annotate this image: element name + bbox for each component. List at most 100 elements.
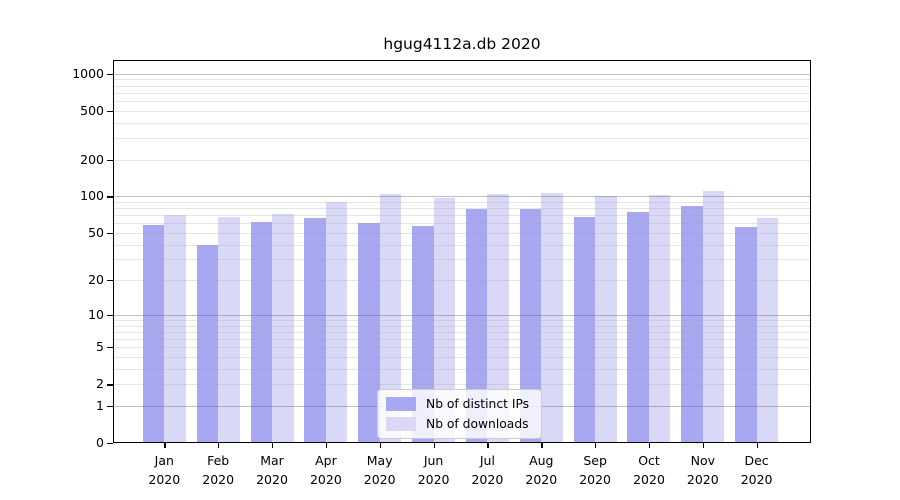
bar-distinct-ips xyxy=(735,226,757,443)
y-tick-mark xyxy=(107,232,113,235)
bar-distinct-ips xyxy=(142,225,165,443)
bar-distinct-ips xyxy=(196,244,219,443)
grid-line xyxy=(113,280,811,282)
y-tick-label: 200 xyxy=(80,151,104,167)
bar-distinct-ips xyxy=(250,221,272,443)
y-tick-mark xyxy=(107,110,113,112)
x-tick-label: Feb 2020 xyxy=(202,453,235,488)
x-tick-label: Aug 2020 xyxy=(525,453,558,488)
chart-title: hgug4112a.db 2020 xyxy=(383,35,541,53)
bar-downloads xyxy=(541,193,563,443)
x-tick-mark xyxy=(325,443,328,448)
bar-downloads xyxy=(218,217,240,443)
bar-downloads xyxy=(595,196,617,443)
y-tick-mark xyxy=(107,384,113,386)
x-tick-mark xyxy=(379,443,381,448)
grid-line xyxy=(113,215,811,217)
x-tick-label: May 2020 xyxy=(363,453,396,488)
bar-distinct-ips xyxy=(358,223,380,443)
x-tick-label: Dec 2020 xyxy=(740,453,773,488)
x-tick-label: Apr 2020 xyxy=(309,453,342,488)
grid-line xyxy=(113,201,811,203)
grid-line xyxy=(113,137,811,139)
grid-line xyxy=(113,208,811,210)
grid-line xyxy=(113,331,811,333)
x-tick-mark xyxy=(595,443,597,448)
legend-swatch-downloads xyxy=(386,417,416,431)
bar-distinct-ips xyxy=(681,206,703,443)
bar-distinct-ips xyxy=(465,209,488,443)
y-tick-mark xyxy=(107,443,113,445)
grid-line xyxy=(113,244,811,246)
x-tick-label: Jul 2020 xyxy=(471,453,504,488)
y-tick-label: 100 xyxy=(80,188,104,204)
grid-line xyxy=(113,232,811,234)
y-tick-label: 10 xyxy=(88,306,104,322)
y-tick-mark xyxy=(107,159,113,161)
x-tick-label: Oct 2020 xyxy=(633,453,665,488)
y-tick-mark xyxy=(107,347,113,349)
x-tick-label: Sep 2020 xyxy=(579,453,611,488)
grid-line xyxy=(113,85,811,87)
y-tick-mark xyxy=(107,280,113,282)
grid-line xyxy=(113,100,811,102)
bar-downloads xyxy=(756,218,779,443)
legend-label-downloads: Nb of downloads xyxy=(426,417,529,431)
x-tick-mark xyxy=(702,443,705,448)
grid-line xyxy=(113,122,811,124)
legend-entry-downloads: Nb of downloads xyxy=(386,417,529,431)
y-tick-label: 5 xyxy=(96,339,104,355)
grid-line xyxy=(113,325,811,327)
grid-line xyxy=(113,259,811,261)
y-tick-label: 0 xyxy=(96,435,104,450)
bar-distinct-ips xyxy=(627,212,649,443)
grid-line xyxy=(113,196,811,198)
legend-swatch-distinct-ips xyxy=(386,397,416,411)
bar-downloads xyxy=(272,213,294,443)
x-tick-mark xyxy=(433,443,435,448)
bar-distinct-ips xyxy=(412,225,434,443)
x-tick-mark xyxy=(541,443,543,448)
x-tick-mark xyxy=(756,443,758,448)
grid-line xyxy=(113,159,811,161)
legend-entry-distinct-ips: Nb of distinct IPs xyxy=(386,397,529,411)
x-tick-label: Nov 2020 xyxy=(686,453,719,488)
grid-line xyxy=(113,347,811,349)
grid-line xyxy=(113,92,811,94)
x-tick-mark xyxy=(487,443,489,448)
grid-line xyxy=(113,314,811,316)
grid-line xyxy=(113,110,811,112)
y-tick-label: 1 xyxy=(96,397,104,413)
y-tick-label: 1000 xyxy=(72,65,104,81)
grid-line xyxy=(113,368,811,370)
x-tick-mark xyxy=(649,443,651,448)
x-tick-label: Jun 2020 xyxy=(417,453,450,488)
bar-downloads xyxy=(487,194,509,443)
grid-line xyxy=(113,339,811,340)
y-tick-label: 50 xyxy=(88,224,104,240)
x-tick-label: Jan 2020 xyxy=(148,453,181,488)
y-tick-label: 2 xyxy=(96,376,104,392)
grid-line xyxy=(113,223,811,225)
y-tick-mark xyxy=(107,314,113,317)
grid-line xyxy=(113,384,811,386)
x-tick-mark xyxy=(164,443,166,448)
x-tick-label: Mar 2020 xyxy=(256,453,288,488)
legend-label-distinct-ips: Nb of distinct IPs xyxy=(426,397,530,411)
grid-line xyxy=(113,79,811,81)
bar-distinct-ips xyxy=(304,218,326,443)
y-tick-label: 20 xyxy=(88,272,104,288)
y-tick-mark xyxy=(107,73,113,75)
plot-area xyxy=(113,60,811,443)
bar-distinct-ips xyxy=(519,208,542,443)
bar-downloads xyxy=(379,193,402,443)
bar-downloads xyxy=(325,201,348,443)
grid-line xyxy=(113,319,811,321)
bar-downloads xyxy=(648,195,671,443)
grid-line xyxy=(113,73,811,75)
bar-downloads xyxy=(433,198,456,443)
legend: Nb of distinct IPs Nb of downloads xyxy=(377,389,543,439)
x-tick-mark xyxy=(272,443,274,448)
y-tick-mark xyxy=(107,196,113,198)
